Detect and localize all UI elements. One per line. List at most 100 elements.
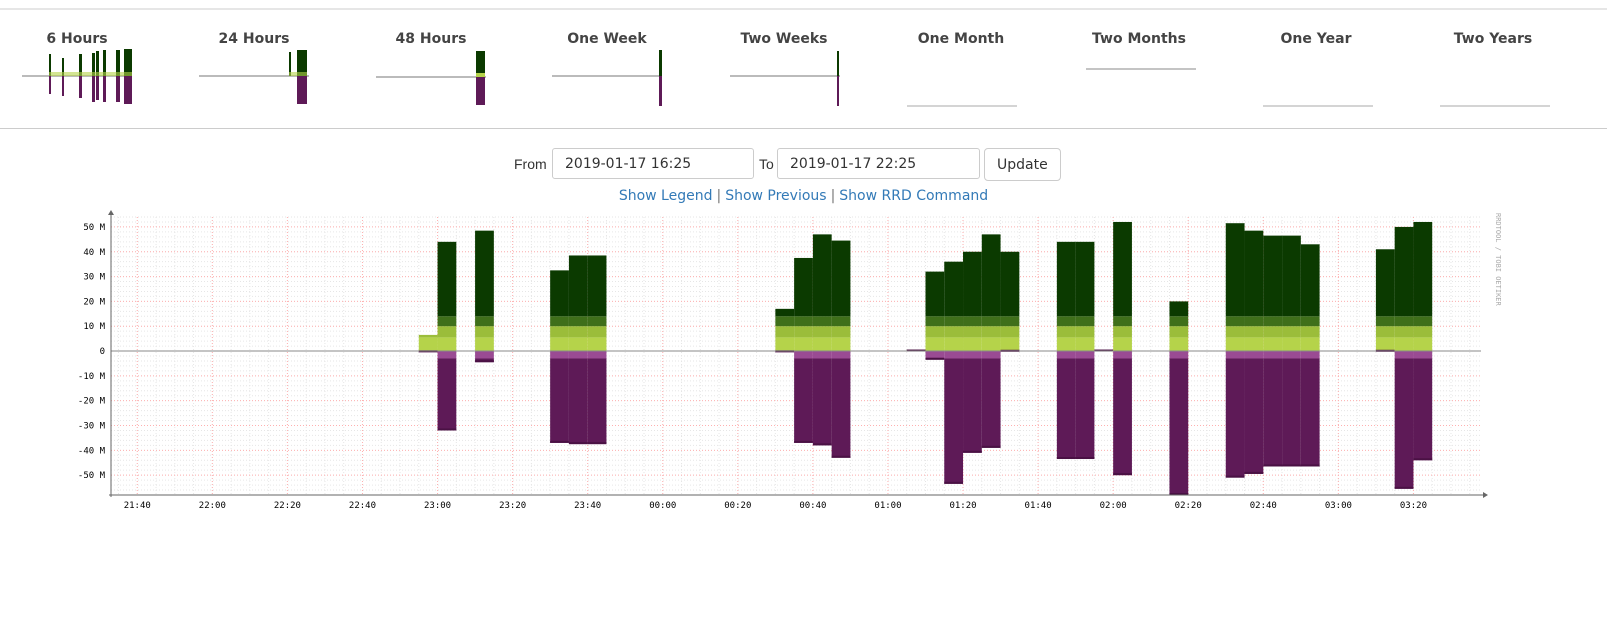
- x-tick-label: 22:40: [349, 501, 376, 511]
- bar-in-segment: [1075, 316, 1095, 327]
- bar-out-segment: [1169, 358, 1189, 495]
- period-two-months[interactable]: Two Months: [1044, 31, 1234, 47]
- bar-in-segment: [1375, 326, 1395, 338]
- bar-in-segment: [1413, 326, 1433, 338]
- bar-in-segment: [1413, 221, 1433, 317]
- bar-in-segment: [587, 337, 607, 352]
- bar-in-segment: [1263, 316, 1283, 327]
- bar-out-segment: [1300, 358, 1320, 467]
- x-tick-label: 02:20: [1175, 501, 1202, 511]
- bar-in-segment: [587, 316, 607, 327]
- bar-in-segment: [568, 326, 588, 338]
- bar-in-segment: [1300, 326, 1320, 338]
- bar-in-segment: [418, 334, 438, 338]
- x-tick-label: 01:00: [874, 501, 901, 511]
- bar-in-segment: [812, 316, 832, 327]
- bar-in-segment: [587, 326, 607, 338]
- thumbnail-one-year[interactable]: [1262, 100, 1374, 110]
- bar-in-segment: [775, 326, 795, 338]
- thumbnail-two-weeks[interactable]: [730, 48, 842, 108]
- from-date-input[interactable]: [552, 148, 754, 179]
- bar-in-segment: [1244, 316, 1264, 327]
- x-tick-label: 03:00: [1325, 501, 1352, 511]
- period-one-week[interactable]: One Week: [512, 31, 702, 47]
- bar-out-edge: [437, 428, 457, 431]
- bar-out-segment: [1113, 351, 1132, 359]
- thumbnail-two-years[interactable]: [1439, 100, 1551, 110]
- bar-in-segment: [1263, 337, 1283, 352]
- period-6-hours[interactable]: 6 Hours: [0, 31, 172, 47]
- period-48-hours[interactable]: 48 Hours: [336, 31, 526, 47]
- y-tick-label: 50 M: [83, 223, 105, 233]
- thumbnail-two-months[interactable]: [1085, 63, 1197, 73]
- period-two-weeks[interactable]: Two Weeks: [689, 31, 879, 47]
- bar-in-segment: [1169, 316, 1189, 327]
- thumbnail-24-hours[interactable]: [199, 48, 311, 108]
- y-tick-label: -50 M: [78, 471, 106, 481]
- bar-in-segment: [568, 316, 588, 327]
- bar-in-segment: [831, 326, 851, 338]
- bar-out-edge: [1113, 473, 1132, 476]
- bar-in-segment: [1056, 326, 1076, 338]
- bar-in-segment: [925, 337, 945, 352]
- thumbnail-one-month[interactable]: [906, 100, 1018, 110]
- traffic-graph[interactable]: 50 M 40 M 30 M 20 M 10 M 0 -10 M -20 M -30 M -40 …: [0, 205, 1607, 515]
- thumbnail-48-hours[interactable]: [376, 48, 488, 108]
- bar-out-segment: [1113, 358, 1132, 476]
- y-tick-label: 20 M: [83, 297, 105, 307]
- x-tick-label: 00:20: [724, 501, 751, 511]
- bar-in-segment: [1225, 326, 1245, 338]
- bar-out-segment: [1413, 358, 1433, 461]
- bar-out-segment: [1075, 358, 1095, 460]
- to-label: To: [759, 156, 774, 172]
- bar-out-edge: [1413, 458, 1433, 461]
- period-two-years[interactable]: Two Years: [1398, 31, 1588, 47]
- bar-out-edge: [794, 440, 813, 443]
- bar-out-edge: [1244, 471, 1264, 474]
- bar-out-segment: [1282, 351, 1301, 359]
- bar-out-segment: [981, 351, 1001, 359]
- bar-in-segment: [550, 337, 569, 352]
- bar-in-segment: [1282, 326, 1301, 338]
- bar-out-edge: [831, 455, 851, 458]
- bar-out-edge: [568, 442, 588, 445]
- period-24-hours[interactable]: 24 Hours: [159, 31, 349, 47]
- bar-out-edge: [1394, 486, 1414, 489]
- bar-in-segment: [775, 337, 795, 352]
- bar-out-segment: [794, 358, 813, 443]
- bar-out-edge: [1282, 464, 1301, 467]
- bar-out-edge: [925, 357, 945, 360]
- bar-in-segment: [1000, 316, 1020, 327]
- link-separator: |: [716, 188, 722, 204]
- bar-out-segment: [1225, 351, 1245, 359]
- bar-out-segment: [812, 351, 832, 359]
- bar-in-segment: [1056, 337, 1076, 352]
- to-date-input[interactable]: [777, 148, 980, 179]
- show-rrd-command-link[interactable]: Show RRD Command: [839, 188, 989, 204]
- period-one-year[interactable]: One Year: [1221, 31, 1411, 47]
- bar-in-segment: [775, 316, 795, 327]
- period-one-month[interactable]: One Month: [866, 31, 1056, 47]
- bar-out-segment: [437, 358, 457, 431]
- bar-in-segment: [925, 326, 945, 338]
- bar-in-segment: [437, 316, 457, 327]
- x-tick-label: 21:40: [124, 501, 151, 511]
- show-previous-link[interactable]: Show Previous: [725, 188, 827, 204]
- bar-in-segment: [1075, 326, 1095, 338]
- bar-in-segment: [550, 316, 569, 327]
- thumbnail-6-hours[interactable]: [22, 48, 134, 108]
- bar-out-edge: [1094, 349, 1114, 352]
- thumbnail-one-week[interactable]: [552, 48, 664, 108]
- update-button[interactable]: Update: [984, 148, 1061, 181]
- bar-in-segment: [1282, 337, 1301, 352]
- bar-out-edge: [906, 349, 926, 352]
- bar-in-segment: [1244, 337, 1264, 352]
- bar-out-segment: [1394, 351, 1414, 359]
- bar-in-segment: [1282, 316, 1301, 327]
- bar-out-segment: [587, 358, 607, 445]
- bar-out-segment: [812, 358, 832, 446]
- show-legend-link[interactable]: Show Legend: [618, 188, 713, 204]
- bar-in-segment: [775, 308, 795, 317]
- bar-out-segment: [963, 358, 982, 453]
- bar-in-segment: [812, 326, 832, 338]
